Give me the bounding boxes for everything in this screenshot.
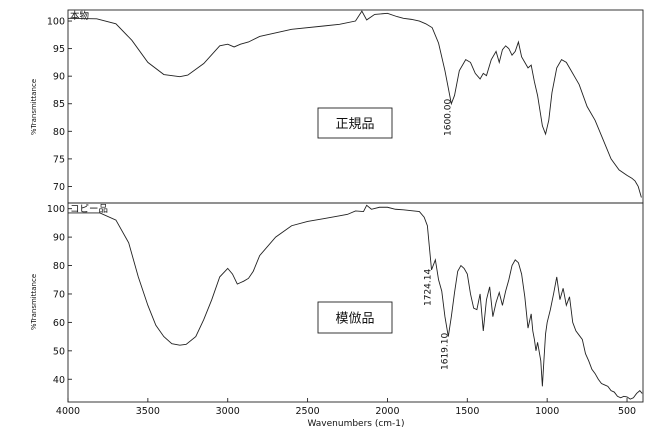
peak-label: 1619.10 <box>440 333 450 370</box>
sample-label: 模倣品 <box>335 312 374 327</box>
y-tick-label: 80 <box>53 127 65 138</box>
y-tick-label: 70 <box>53 289 65 300</box>
y-tick-label: 75 <box>53 154 65 165</box>
sample-label-box <box>317 107 393 139</box>
y-tick-label: 60 <box>53 318 65 329</box>
panel-title: 本物 <box>70 10 90 22</box>
x-tick-label: 1000 <box>535 406 559 417</box>
y-tick-label: 95 <box>53 44 65 55</box>
plot-frame <box>67 202 644 403</box>
spectrum-line <box>68 204 643 400</box>
y-axis-label: %Transmittance <box>30 79 38 135</box>
y-tick-label: 85 <box>53 99 65 110</box>
y-tick-label: 80 <box>53 261 65 272</box>
y-tick-label: 100 <box>47 204 65 215</box>
y-tick-label: 100 <box>47 17 65 28</box>
y-tick-label: 90 <box>53 233 65 244</box>
y-tick-label: 40 <box>53 375 65 386</box>
x-tick-label: 3000 <box>216 406 240 417</box>
panel-title: コピー品 <box>70 204 108 215</box>
y-tick-label: 70 <box>53 182 65 193</box>
y-axis-label: %Transmittance <box>30 274 38 330</box>
peak-label: 1724.14 <box>424 269 434 306</box>
x-tick-label: 2500 <box>295 406 319 417</box>
x-tick-label: 1500 <box>455 406 479 417</box>
plot-frame <box>67 9 644 204</box>
peak-label: 1600.00 <box>443 99 453 136</box>
sample-label: 正規品 <box>335 117 374 132</box>
sample-label-box <box>317 301 393 334</box>
y-tick-label: 90 <box>53 72 65 83</box>
x-tick-label: 4000 <box>56 406 80 417</box>
x-axis-label: Wavenumbers (cm-1) <box>307 419 404 429</box>
x-tick-label: 3500 <box>136 406 160 417</box>
y-tick-label: 50 <box>53 346 65 357</box>
spectrum-line <box>67 10 642 198</box>
x-tick-label: 2000 <box>375 406 399 417</box>
x-tick-label: 500 <box>618 406 636 417</box>
